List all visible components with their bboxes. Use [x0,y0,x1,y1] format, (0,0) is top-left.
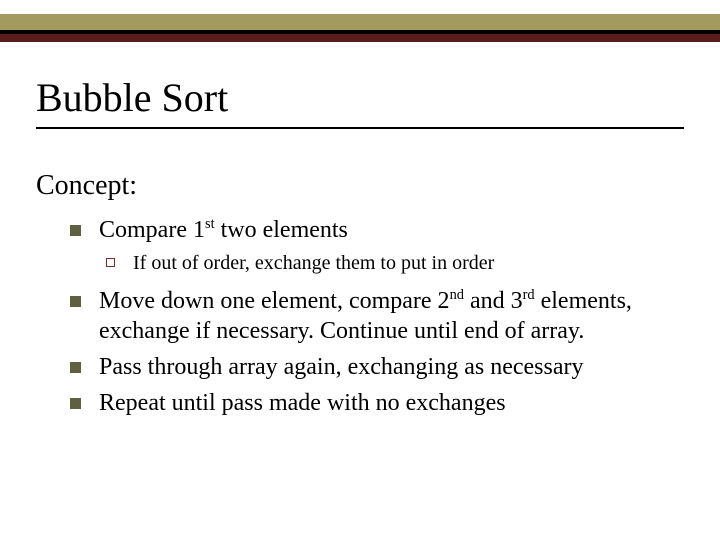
title-block: Bubble Sort [36,74,684,129]
list-item: Repeat until pass made with no exchanges [70,388,680,418]
title-underline [36,127,684,129]
band-maroon [0,34,720,42]
square-bullet-icon [70,296,81,307]
subtitle: Concept: [36,170,137,202]
square-bullet-icon [70,362,81,373]
list-item: Compare 1st two elements [70,215,680,245]
list-item: Pass through array again, exchanging as … [70,352,680,382]
list-item-text: Move down one element, compare 2nd and 3… [99,286,680,346]
content-list: Compare 1st two elements If out of order,… [70,215,680,424]
list-item-text: Compare 1st two elements [99,215,348,245]
band-olive [0,14,720,30]
square-bullet-icon [70,398,81,409]
hollow-square-bullet-icon [106,258,115,267]
page-title: Bubble Sort [36,74,684,121]
list-item-text: Repeat until pass made with no exchanges [99,388,506,418]
sub-list-item-text: If out of order, exchange them to put in… [133,251,494,276]
list-item-text: Pass through array again, exchanging as … [99,352,584,382]
sub-list-item: If out of order, exchange them to put in… [106,251,680,276]
square-bullet-icon [70,225,81,236]
sub-list: If out of order, exchange them to put in… [106,251,680,276]
list-item: Move down one element, compare 2nd and 3… [70,286,680,346]
